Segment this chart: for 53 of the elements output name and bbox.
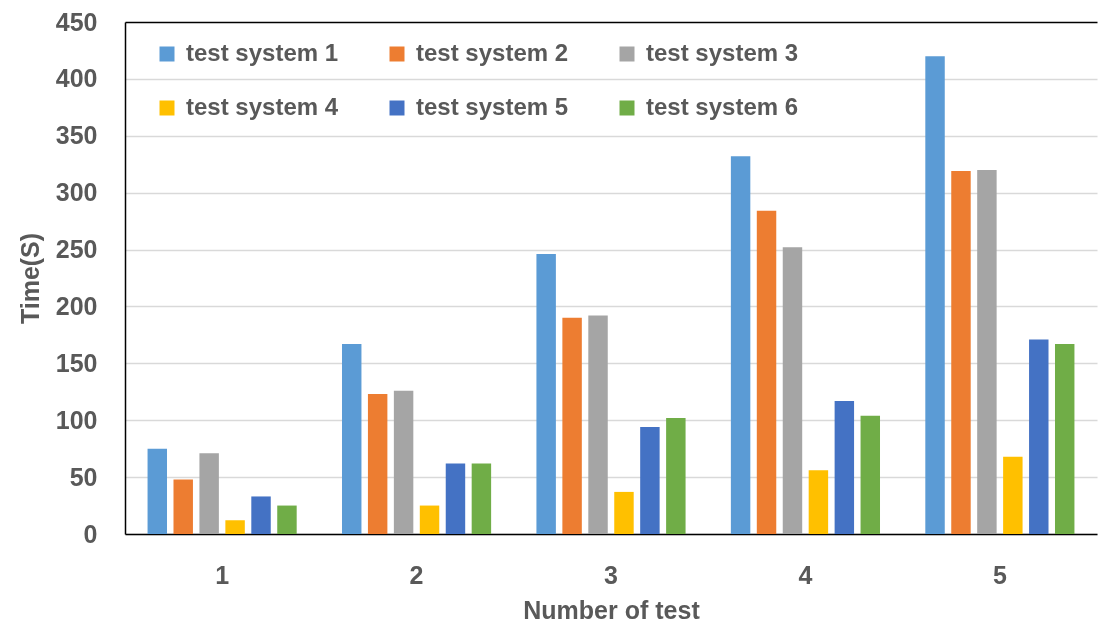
bar	[640, 427, 660, 534]
bar	[251, 496, 271, 534]
bar	[225, 520, 245, 534]
x-axis-title: Number of test	[523, 595, 701, 624]
bar	[782, 247, 803, 534]
legend-label: test system 1	[186, 39, 339, 66]
bar	[925, 56, 945, 534]
bar	[1029, 339, 1049, 534]
bar	[834, 400, 855, 534]
y-tick-label: 0	[83, 519, 98, 548]
legend-label: test system 4	[186, 93, 339, 120]
bar	[199, 453, 219, 534]
y-tick-label: 450	[55, 7, 98, 36]
bar	[562, 317, 582, 534]
bar	[147, 448, 168, 534]
bar	[666, 417, 686, 534]
y-axis-title: Time(S)	[15, 232, 44, 325]
legend-label: test system 6	[646, 93, 799, 120]
legend-label: test system 3	[646, 39, 799, 66]
bar	[277, 505, 297, 534]
bar	[951, 171, 971, 534]
bar	[808, 470, 829, 534]
bar	[977, 169, 997, 534]
bar	[1054, 343, 1075, 534]
legend-label: test system 5	[416, 93, 569, 120]
bar	[367, 394, 388, 534]
bar	[419, 505, 440, 534]
bar	[588, 315, 608, 534]
bar	[860, 415, 881, 534]
x-tick-label: 5	[992, 560, 1007, 589]
bar	[393, 390, 414, 534]
bar	[536, 254, 556, 534]
y-tick-label: 50	[69, 462, 98, 491]
bar	[341, 343, 362, 534]
y-tick-label: 100	[55, 405, 98, 434]
x-tick-label: 3	[604, 560, 618, 589]
bar	[730, 156, 751, 534]
y-tick-label: 250	[55, 235, 98, 264]
y-tick-label: 350	[55, 121, 98, 150]
x-tick-label: 2	[409, 560, 424, 589]
y-tick-label: 400	[55, 64, 98, 93]
y-tick-label: 200	[55, 291, 98, 320]
x-tick-label: 4	[798, 560, 813, 589]
y-tick-label: 150	[55, 348, 98, 377]
bar	[445, 463, 466, 534]
x-tick-label: 1	[215, 560, 230, 589]
bar	[173, 479, 193, 534]
bar	[614, 491, 634, 534]
bar	[1003, 456, 1023, 534]
bar	[756, 210, 777, 534]
bar	[471, 463, 492, 534]
y-tick-label: 300	[55, 178, 98, 207]
legend-label: test system 2	[416, 39, 569, 66]
